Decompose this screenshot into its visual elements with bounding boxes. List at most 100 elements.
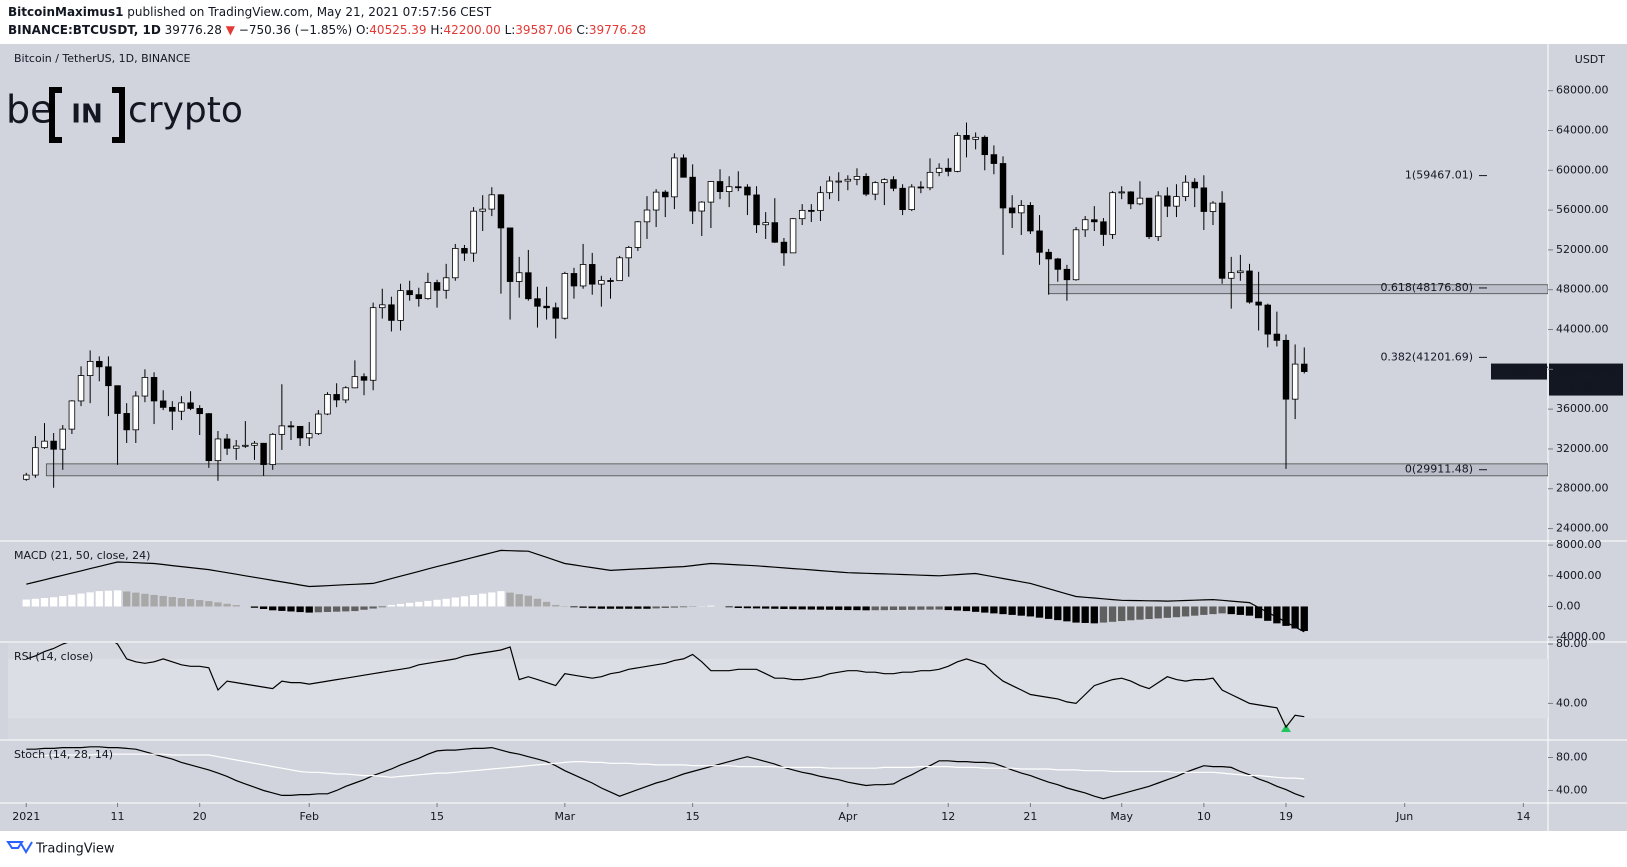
- candle-body: [753, 194, 760, 226]
- footer: TradingView: [35, 842, 115, 857]
- macd-histogram-bar: [853, 606, 861, 611]
- band: [8, 658, 1548, 719]
- candle-body: [1218, 202, 1226, 279]
- candle-body: [1118, 191, 1125, 194]
- x-tick-label: 12: [941, 810, 955, 823]
- ohlc-value: 39776.28: [589, 23, 646, 37]
- x-tick-label: 10: [1197, 810, 1211, 823]
- macd-histogram-bar: [250, 606, 259, 608]
- candle-body: [972, 136, 979, 140]
- candle-body: [342, 387, 349, 401]
- macd-histogram-bar: [296, 606, 304, 613]
- macd-histogram-bar: [789, 606, 797, 610]
- macd-histogram-bar: [177, 598, 186, 607]
- macd-histogram-bar: [396, 603, 405, 607]
- candle-body: [853, 176, 861, 180]
- candle-body: [515, 272, 523, 282]
- macd-histogram-bar: [1209, 606, 1217, 615]
- x-tick-label: Feb: [300, 810, 319, 823]
- x-tick-label: 15: [686, 810, 700, 823]
- candle-body: [671, 157, 678, 198]
- footer-icon: [6, 841, 33, 854]
- candle-body: [707, 181, 715, 203]
- macd-histogram-bar: [862, 606, 870, 611]
- ohlc-value: 39587.06: [515, 23, 572, 37]
- candle-body: [470, 210, 477, 254]
- last-price: 39776.28: [165, 23, 222, 37]
- author: BitcoinMaximus1: [8, 5, 123, 19]
- macd-histogram-bar: [1090, 606, 1098, 624]
- logo-left: be: [6, 88, 54, 132]
- candle-body: [817, 192, 824, 211]
- macd-histogram-bar: [524, 595, 532, 607]
- macd-histogram-bar: [625, 606, 633, 609]
- macd-histogram-bar: [351, 606, 359, 612]
- candle-body: [808, 209, 815, 212]
- candle-body: [999, 163, 1007, 209]
- candle-body: [287, 425, 295, 428]
- macd-histogram-bar: [1017, 606, 1025, 616]
- published: published on TradingView.com, May 21, 20…: [127, 5, 492, 19]
- countdown: 18:02:07: [1561, 380, 1610, 393]
- y-tick-label: 48000.00: [1556, 283, 1609, 296]
- indicator-line: [26, 643, 1305, 729]
- macd-histogram-bar: [579, 606, 587, 608]
- candle-body: [379, 304, 386, 309]
- y-tick-label: 64000.00: [1556, 123, 1609, 136]
- macd-histogram-bar: [287, 606, 295, 612]
- macd-histogram-bar: [1282, 606, 1290, 626]
- macd-histogram-bar: [424, 600, 432, 607]
- macd-histogram-bar: [1227, 606, 1235, 615]
- ohlc-label: L:: [505, 23, 516, 37]
- candle-body: [680, 157, 687, 178]
- candle-body: [1008, 207, 1016, 214]
- macd-histogram-bar: [159, 595, 167, 607]
- candle-body: [96, 360, 103, 368]
- candle-body: [452, 248, 459, 279]
- candle-body: [589, 264, 596, 285]
- macd-histogram-bar: [406, 602, 414, 607]
- support-zone: [1048, 284, 1548, 295]
- macd-histogram-bar: [953, 606, 962, 611]
- macd-histogram-bar: [917, 606, 925, 610]
- candle-body: [388, 304, 395, 321]
- macd-histogram-bar: [871, 606, 879, 611]
- candle-body: [981, 136, 988, 156]
- x-tick-label: Apr: [838, 810, 858, 823]
- pane-title: RSI (14, close): [14, 650, 93, 663]
- candle-body: [77, 375, 85, 402]
- candle-body: [835, 180, 842, 183]
- macd-histogram-bar: [1099, 606, 1108, 623]
- x-tick-label: 11: [111, 810, 125, 823]
- symbol-tag: [1491, 363, 1547, 380]
- macd-histogram-bar: [1291, 606, 1299, 629]
- macd-histogram-bar: [497, 591, 505, 607]
- macd-histogram-bar: [807, 606, 815, 610]
- candle-body: [278, 425, 286, 435]
- macd-histogram-bar: [314, 606, 323, 613]
- candle-body: [908, 186, 915, 211]
- candle-body: [251, 442, 258, 446]
- pane-title: Bitcoin / TetherUS, 1D, BINANCE: [14, 52, 191, 65]
- candle-body: [1072, 229, 1080, 281]
- candle-body: [1191, 181, 1198, 189]
- y-tick-label: 24000.00: [1556, 522, 1609, 535]
- candle-body: [643, 209, 651, 223]
- macd-histogram-bar: [1145, 606, 1153, 620]
- macd-histogram-bar: [1163, 606, 1171, 618]
- macd-histogram-bar: [981, 606, 989, 613]
- ohlc-label: H:: [430, 23, 443, 37]
- macd-histogram-bar: [898, 606, 907, 610]
- candle-body: [534, 298, 541, 307]
- candle-body: [123, 413, 130, 431]
- candle-body: [397, 290, 404, 321]
- macd-histogram-bar: [31, 598, 40, 607]
- macd-histogram-bar: [670, 606, 679, 608]
- candle-body: [616, 257, 623, 282]
- candle-body: [525, 272, 532, 300]
- symbol-tag-label: BTCUSDT: [1490, 365, 1548, 378]
- indicator-line: [26, 746, 1305, 800]
- indicator-line: [26, 753, 1305, 780]
- macd-histogram-bar: [369, 606, 377, 609]
